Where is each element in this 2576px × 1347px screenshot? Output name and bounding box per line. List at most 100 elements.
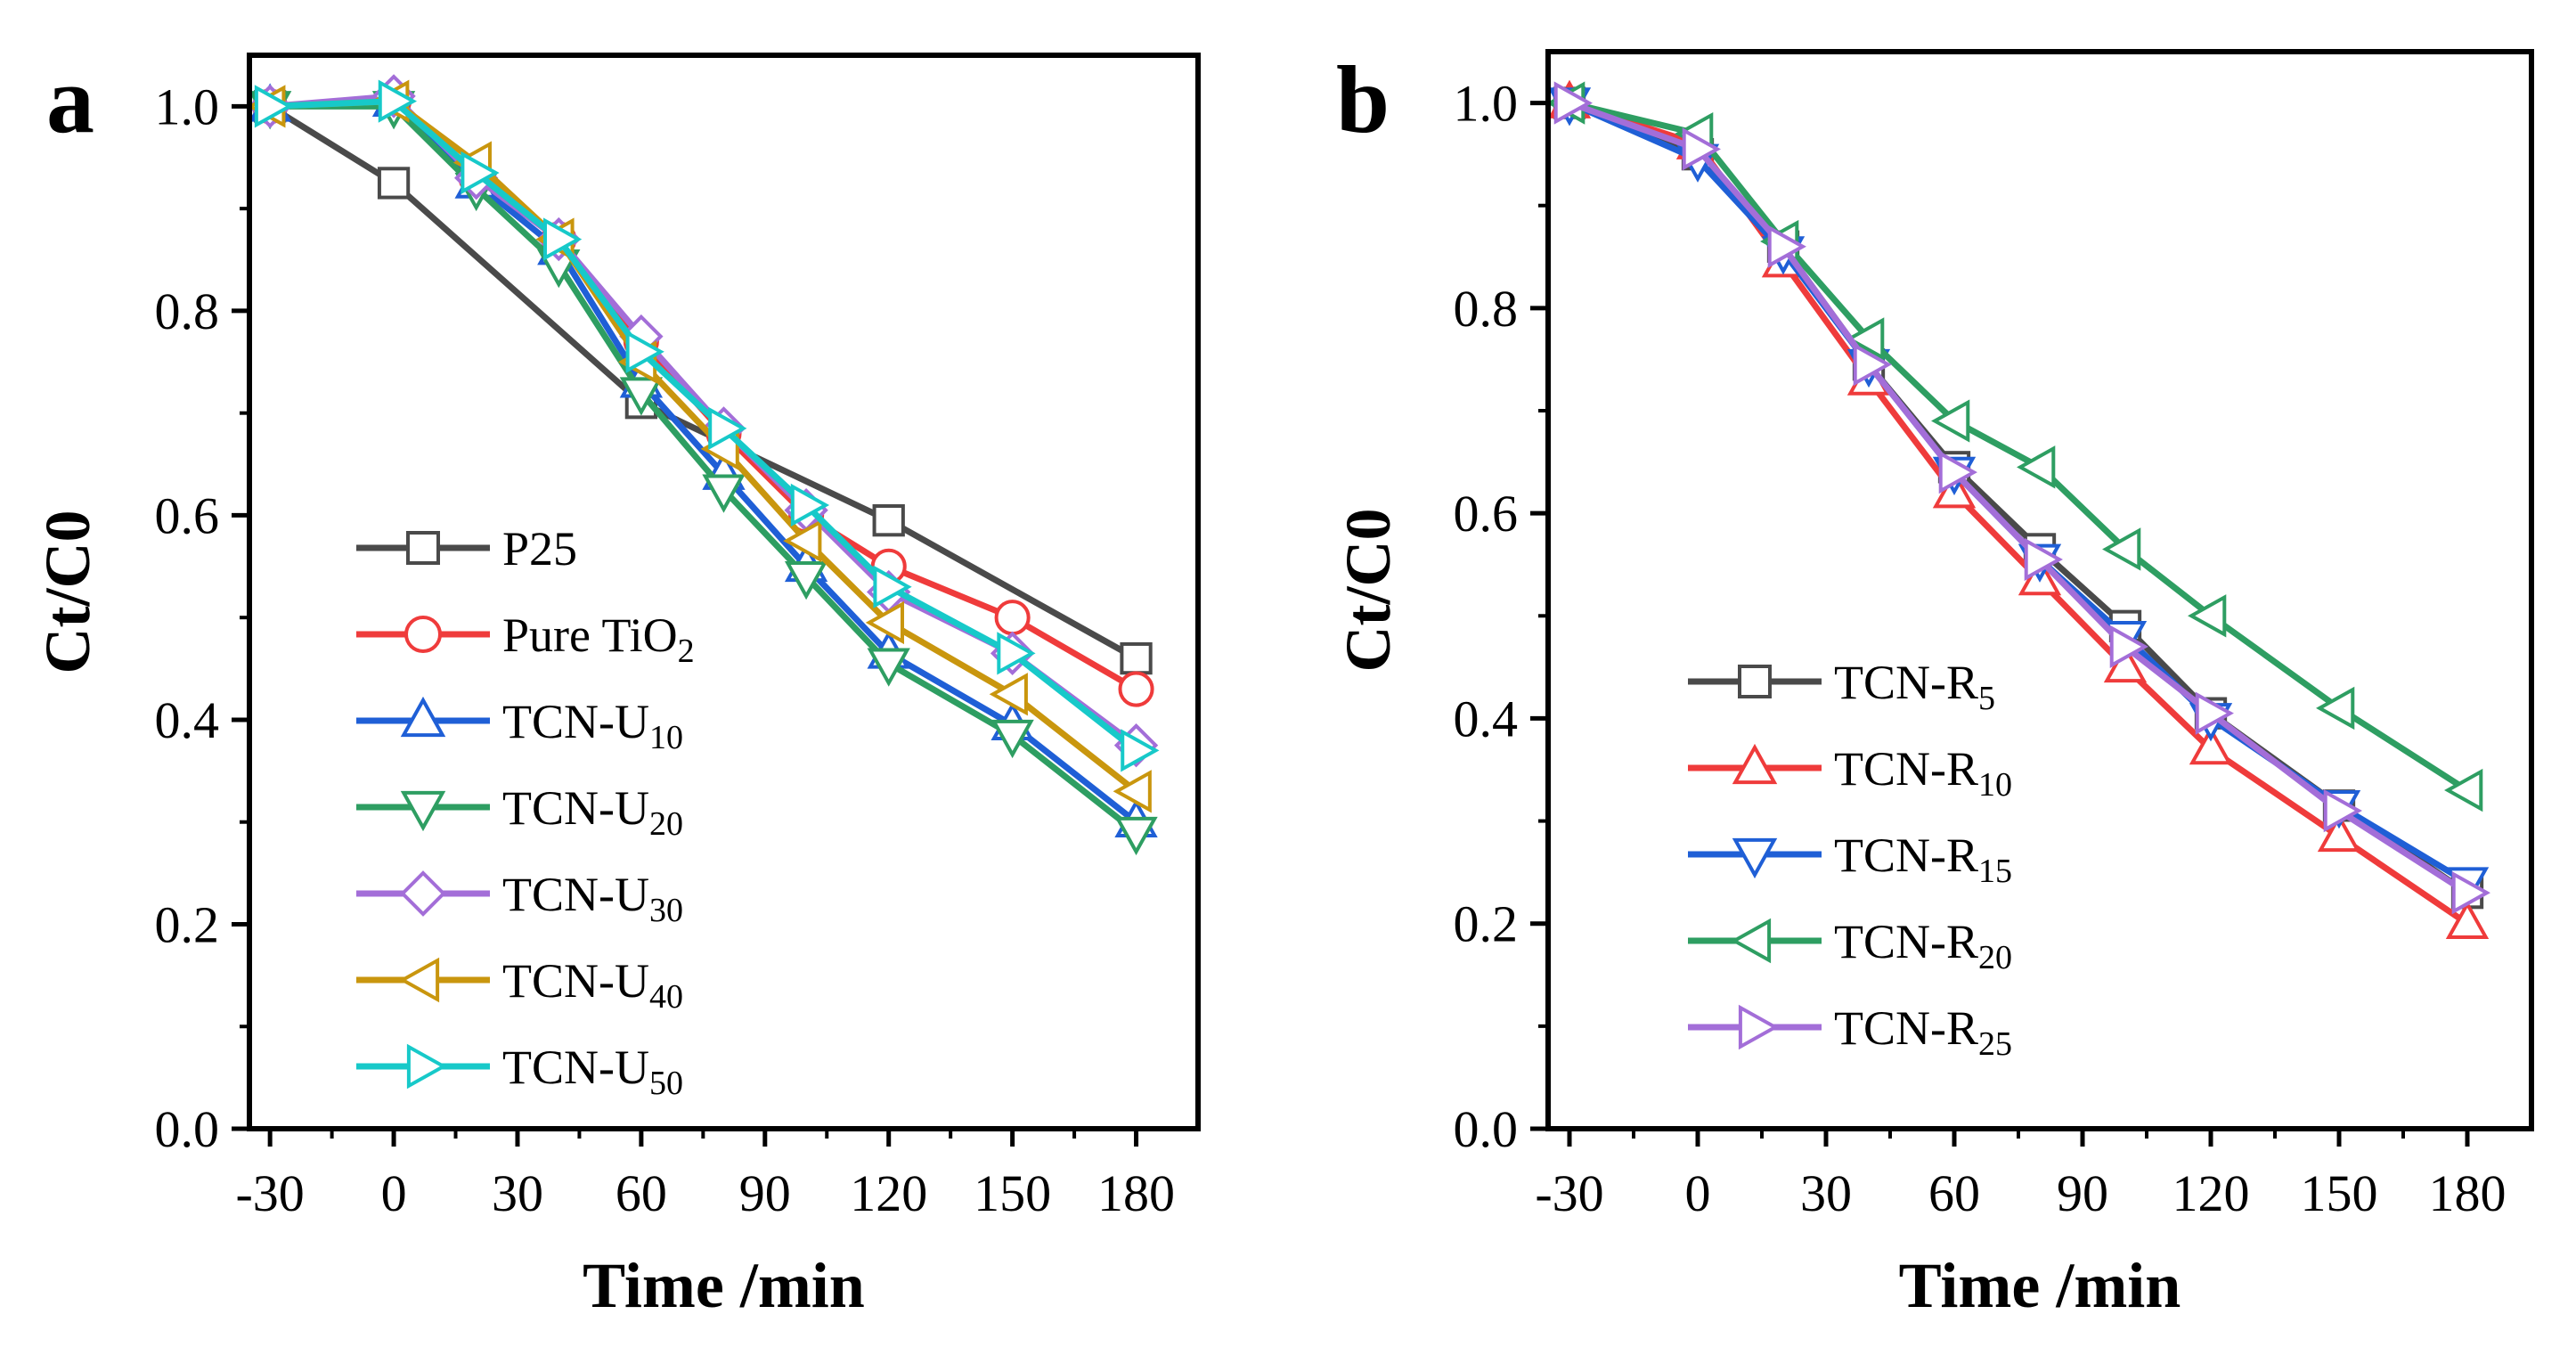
chart-panel-a: a -30 0 30 60 90 120 150 180 0.0 0.2 0.4 0.6 0.8 1.0 Ti… [32,47,1201,1321]
legend-entry: TCN-U30 [356,868,683,929]
x-tick-label: 30 [492,1164,543,1222]
x-tick-label: 0 [381,1164,407,1222]
x-tick-label: 60 [1928,1164,1980,1222]
data-point [2024,537,2063,582]
y-tick-label: 0.2 [1454,895,1519,953]
plot-frame [1545,49,2534,1131]
x-axis-label: Time /min [1899,1250,2181,1321]
axis-ticks: -30 0 30 60 90 120 150 180 0.0 0.2 0.4 0.6 0.8 1.0 [1454,75,2507,1222]
legend: P25 Pure TiO2 TCN-U10 TCN-U20 TCN-U30 TCN-U40… [356,522,695,1102]
data-point [2017,445,2056,489]
data-point [1931,399,1970,443]
legend-marker [406,1043,448,1090]
legend-entry: P25 [356,522,577,576]
chart-panel-b: b -30 0 30 60 90 120 150 180 0.0 0.2 0.4 0.6 0.8 1.0 Ti… [1333,47,2534,1321]
series-tcn-u20 [248,91,1158,856]
x-tick-label: 90 [739,1164,791,1222]
data-point [2188,594,2227,638]
legend-entry: TCN-R20 [1688,915,2012,976]
x-tick-label: -30 [1535,1164,1603,1222]
series-tcn-r5 [1553,86,2484,910]
y-tick-label: 0.8 [1454,280,1519,338]
legend-label: TCN-U20 [502,781,683,843]
data-point [867,648,910,687]
y-tick-label: 1.0 [1454,75,1519,133]
data-point [542,217,583,261]
legend-marker [1738,1004,1780,1050]
series-line [270,98,1138,795]
legend-marker [1732,743,1778,785]
x-tick-label: 120 [850,1164,927,1222]
data-point [1553,81,1593,125]
y-tick-label: 0.4 [155,691,220,749]
legend-marker [404,616,442,653]
legend-marker [406,531,440,565]
data-point [1846,317,1885,361]
y-tick-label: 0.0 [155,1100,220,1158]
data-point [872,504,905,537]
x-tick-label: 150 [2301,1164,2378,1222]
legend-entry: TCN-R10 [1688,742,2012,804]
data-point [1113,770,1152,813]
data-point [2445,900,2490,940]
data-point [2451,871,2490,915]
y-tick-label: 0.6 [1454,485,1519,543]
legend-label: TCN-R5 [1834,656,1995,717]
x-tick-label: 60 [615,1164,667,1222]
series-line [270,102,1138,835]
data-point [783,518,822,563]
x-tick-label: 180 [2429,1164,2507,1222]
legend-marker [1730,918,1772,964]
data-point [2102,527,2141,571]
data-point [2317,812,2361,853]
data-point [1938,450,1977,494]
data-point [1118,671,1154,707]
data-point [873,565,912,608]
data-point [990,719,1034,759]
data-point [2189,726,2233,765]
data-point [1853,343,1892,387]
legend-entry: TCN-U10 [356,695,683,756]
data-point [994,600,1031,636]
legend-entry: TCN-U20 [356,781,683,843]
data-point [1114,816,1158,856]
data-point [865,600,905,645]
data-point [2195,691,2234,735]
legend-marker [400,696,446,738]
legend-label: TCN-R10 [1834,742,2012,804]
data-point [619,377,664,416]
legend-label: TCN-U10 [502,695,683,756]
data-point [2316,686,2355,731]
series-line [270,98,1138,754]
y-tick-label: 0.4 [1454,690,1519,747]
legend-entry: Pure TiO2 [356,608,695,670]
data-point [702,474,746,513]
x-tick-label: -30 [235,1164,304,1222]
y-tick-label: 0.2 [155,895,220,953]
series-line [1568,100,2469,896]
x-tick-label: 150 [974,1164,1051,1222]
legend-marker [1732,837,1778,879]
data-point [625,330,664,373]
axis-ticks: -30 0 30 60 90 120 150 180 0.0 0.2 0.4 0.6 0.8 1.0 [155,78,1176,1222]
legend-marker [398,957,440,1003]
x-tick-label: 0 [1685,1164,1711,1222]
x-tick-label: 120 [2172,1164,2250,1222]
legend-label: TCN-U50 [502,1041,683,1102]
plot-frame [247,53,1201,1131]
series-tcn-r15 [1547,87,2490,906]
legend-label: TCN-R15 [1834,829,2012,890]
data-point [1121,729,1160,772]
series-line [270,98,1138,825]
series-tcn-u50 [254,79,1160,772]
data-point [784,560,828,600]
y-tick-label: 0.0 [1454,1100,1519,1158]
legend-entry: TCN-R15 [1688,829,2012,890]
data-point [378,79,418,123]
legend-label: TCN-U30 [502,868,683,929]
legend-label: Pure TiO2 [502,608,695,670]
data-point [1120,641,1153,675]
series-tcn-r25 [1553,81,2490,915]
data-point [2109,625,2148,668]
